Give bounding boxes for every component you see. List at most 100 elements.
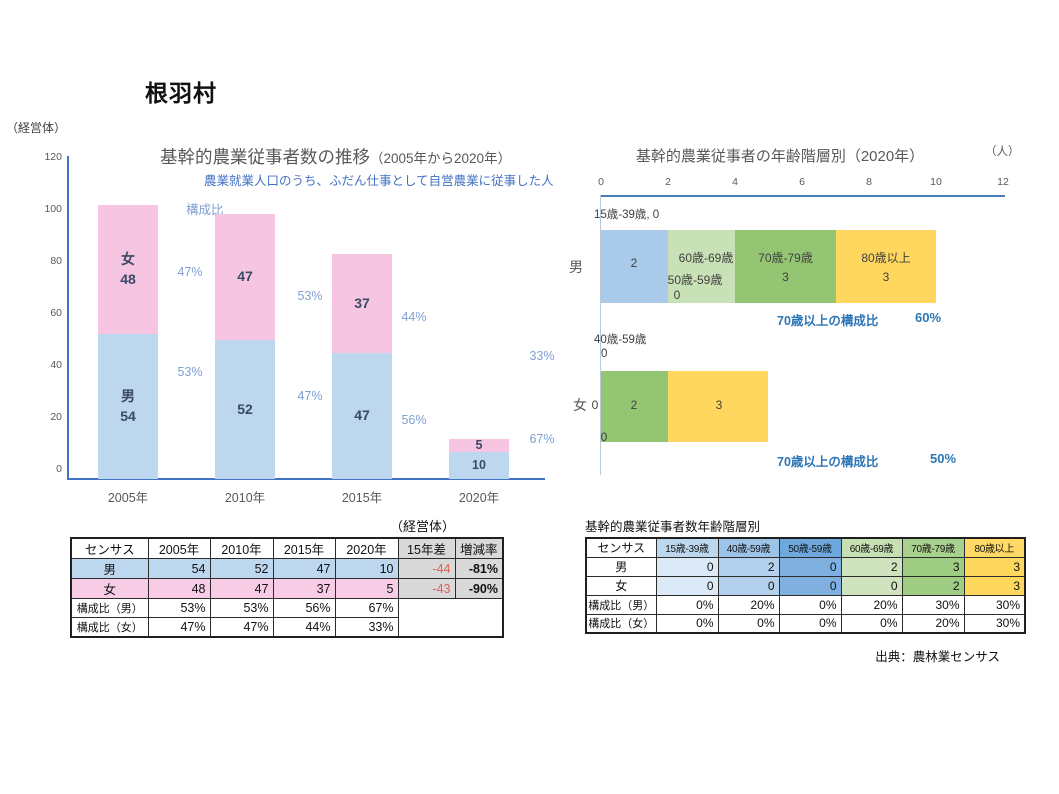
bar-2010: 47 52	[215, 214, 275, 479]
bar-2015: 37 47	[332, 254, 392, 479]
cell: 0	[655, 575, 719, 596]
row-label: 男	[585, 556, 657, 577]
bar-2005: 女 48 男 54	[98, 205, 158, 479]
male-seg-50-59-value: 0	[673, 288, 681, 302]
right-table-comp-male-row: 構成比（男） 0% 20% 0% 20% 30% 30%	[585, 594, 1026, 615]
bar-value: 54	[120, 407, 136, 424]
y-tick: 60	[50, 307, 62, 319]
cell: 0	[717, 575, 780, 596]
female-age-bar	[601, 371, 768, 442]
header-cell: 2010年	[209, 537, 274, 559]
diff-cell: -44	[397, 558, 456, 579]
bar-value: 5	[475, 438, 483, 452]
cell: 47	[272, 558, 336, 579]
cell: 52	[209, 558, 274, 579]
left-table-comp-male-row: 構成比（男） 53% 53% 56% 67%	[70, 598, 503, 618]
bar-label: 男	[121, 387, 135, 404]
female-seg-80plus-value: 3	[715, 398, 723, 412]
header-cell: センサス	[70, 537, 149, 559]
right-table-female-row: 女 0 0 0 0 2 3	[585, 575, 1026, 596]
cell: 53%	[209, 598, 274, 618]
male-seg-40-59-value: 2	[630, 256, 638, 270]
empty-cell	[398, 618, 455, 637]
cell: 20%	[901, 613, 965, 634]
bar-value: 10	[472, 458, 486, 472]
cell: 0%	[655, 594, 719, 615]
header-cell: 50歳-59歳	[778, 537, 842, 558]
header-cell: 15年差	[397, 537, 456, 559]
right-table: センサス 15歳-39歳 40歳-59歳 50歳-59歳 60歳-69歳 70歳…	[585, 537, 1026, 634]
bar-2010-male-segment: 52	[215, 340, 275, 479]
header-cell: 2005年	[147, 537, 211, 559]
cell: 67%	[334, 598, 399, 618]
bar-2020-male-segment: 10	[449, 452, 509, 479]
cell: 10	[334, 558, 399, 579]
male-seg-70-79-value: 3	[782, 270, 789, 284]
bar-value: 47	[354, 407, 370, 424]
male-seg-70-79	[735, 230, 836, 303]
cell: 30%	[963, 594, 1026, 615]
cell: 20%	[717, 594, 780, 615]
male-seg-80plus-value: 3	[882, 270, 890, 284]
page-title: 根羽村	[145, 80, 217, 106]
header-cell: 80歳以上	[963, 537, 1026, 558]
cell: 2	[901, 575, 965, 596]
bar-label: 女	[121, 250, 135, 267]
bar-2005-male-segment: 男 54	[98, 334, 158, 479]
right-table-header-row: センサス 15歳-39歳 40歳-59歳 50歳-59歳 60歳-69歳 70歳…	[585, 537, 1026, 558]
x-tick-year: 2010年	[224, 491, 266, 505]
bar-2020-female-segment: 5	[449, 439, 509, 452]
male-seg-50-59-label: 50歳-59歳	[667, 273, 723, 287]
cell: 0	[778, 575, 842, 596]
cell: 2	[717, 556, 780, 577]
cell: 47%	[147, 617, 211, 637]
right-chart-axis-unit: （人）	[985, 146, 1020, 158]
bar-2020: 5 10	[449, 439, 509, 479]
bar-value: 37	[354, 294, 370, 311]
right-chart-y-axis-line	[600, 195, 601, 475]
left-table-header-row: センサス 2005年 2010年 2015年 2020年 15年差 増減率	[70, 537, 504, 559]
rate-cell: -90%	[454, 578, 504, 599]
male-seg-80plus	[836, 230, 936, 303]
y-tick: 100	[44, 203, 62, 215]
rate-cell: -81%	[454, 558, 504, 579]
y-tick: 0	[56, 463, 62, 475]
female-zero-left: 0	[591, 398, 599, 412]
header-cell: 70歳-79歳	[901, 537, 965, 558]
left-chart-title: 基幹的農業従事者数の推移（2005年から2020年）	[160, 144, 511, 169]
header-cell: 2020年	[334, 537, 399, 559]
header-cell: 2015年	[272, 537, 336, 559]
cell: 48	[147, 578, 211, 599]
pct-label: 56%	[401, 413, 427, 427]
cell: 0	[655, 556, 719, 577]
left-chart-y-axis-line	[67, 156, 69, 480]
pct-label: 53%	[297, 289, 323, 303]
x-tick: 4	[732, 176, 738, 188]
right-chart-title: 基幹的農業従事者の年齢階層別（2020年）	[635, 148, 925, 165]
cell: 0%	[778, 613, 842, 634]
row-label: 女	[70, 578, 149, 599]
male-age15-39-note: 15歳-39歳, 0	[594, 209, 660, 221]
row-label: 女	[585, 575, 657, 596]
row-label: 構成比（男）	[70, 598, 149, 618]
x-tick: 6	[799, 176, 805, 188]
pct-label: 53%	[177, 365, 203, 379]
header-cell: センサス	[585, 537, 657, 558]
right-chart-x-axis-line	[600, 195, 1005, 197]
cell: 0%	[655, 613, 719, 634]
pct-label: 47%	[297, 389, 323, 403]
male-seg-40-59	[601, 230, 668, 303]
cell: 20%	[840, 594, 903, 615]
female-zero-bottom: 0	[600, 430, 608, 444]
cell: 53%	[147, 598, 211, 618]
x-tick-year: 2020年	[458, 491, 500, 505]
y-tick: 40	[50, 359, 62, 371]
cell: 0	[778, 556, 842, 577]
right-table-comp-female-row: 構成比（女） 0% 0% 0% 0% 20% 30%	[585, 613, 1026, 634]
empty-cell	[398, 599, 455, 618]
y-tick: 80	[50, 255, 62, 267]
male-over70-share-label: 70歳以上の構成比	[777, 314, 879, 328]
bar-value: 52	[237, 400, 253, 417]
x-tick: 10	[930, 176, 942, 188]
